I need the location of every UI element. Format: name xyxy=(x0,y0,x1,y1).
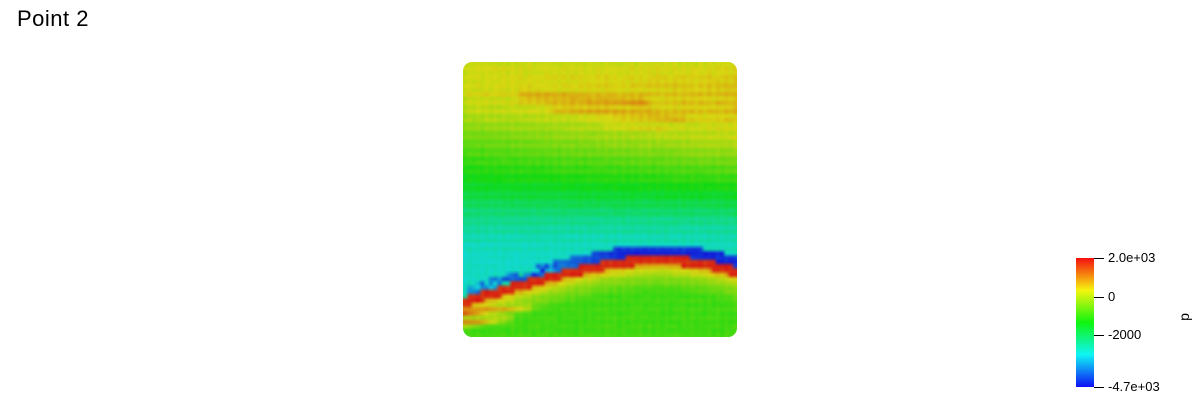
colorbar-tick-label: 0 xyxy=(1108,289,1116,304)
page-title: Point 2 xyxy=(17,6,89,31)
colorbar-tick-mark xyxy=(1094,297,1104,298)
colorbar-tick-label: -2000 xyxy=(1108,327,1142,342)
colorbar-axis-label: p xyxy=(1176,313,1192,321)
colorbar-gradient xyxy=(1076,258,1094,387)
colorbar: 2.0e+03 0 -2000 -4.7e+03 xyxy=(1076,251,1200,394)
colorbar-tick-mark xyxy=(1094,258,1104,259)
colorbar-tick-label: 2.0e+03 xyxy=(1108,250,1156,265)
colorbar-tick-mark xyxy=(1094,335,1104,336)
pressure-field-heatmap[interactable] xyxy=(463,62,737,337)
colorbar-tick-mark xyxy=(1094,387,1104,388)
colorbar-tick-label: -4.7e+03 xyxy=(1108,379,1160,394)
